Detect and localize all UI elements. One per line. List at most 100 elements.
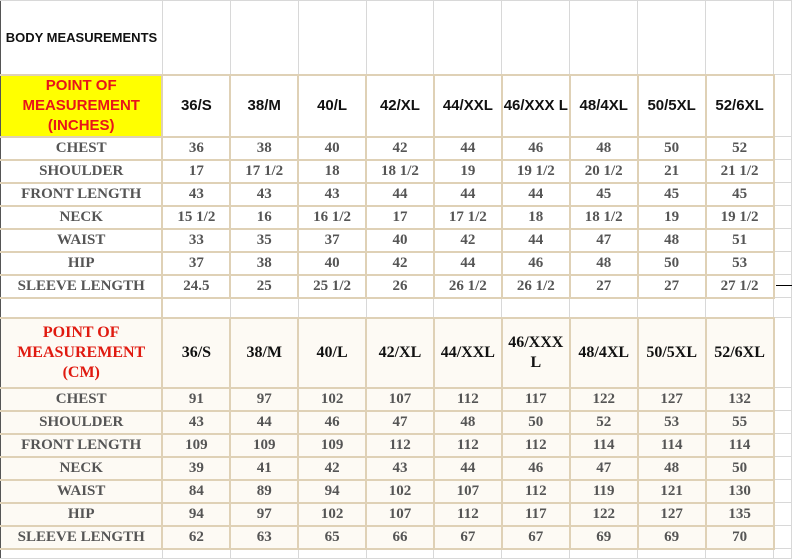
measurement-value[interactable]: 25 1/2	[297, 273, 368, 299]
empty-cell[interactable]	[365, 297, 435, 318]
measurement-value[interactable]: 102	[297, 501, 368, 527]
empty-cell[interactable]	[773, 251, 792, 275]
measurement-value[interactable]: 132	[704, 386, 775, 412]
empty-cell[interactable]	[773, 74, 792, 137]
measurement-value[interactable]: 102	[297, 386, 368, 412]
empty-cell[interactable]	[297, 0, 367, 75]
measurement-value[interactable]: 112	[432, 432, 503, 458]
measurement-label[interactable]: SLEEVE LENGTH	[0, 273, 164, 299]
measurement-value[interactable]: 26 1/2	[432, 273, 503, 299]
empty-cell[interactable]	[705, 548, 775, 559]
measurement-value[interactable]: 112	[432, 501, 503, 527]
measurement-value[interactable]: 18	[500, 204, 571, 230]
empty-cell[interactable]	[433, 297, 503, 318]
empty-cell[interactable]	[773, 297, 792, 318]
empty-cell[interactable]	[365, 548, 435, 559]
measurement-value[interactable]: 53	[704, 250, 775, 276]
empty-cell[interactable]	[229, 297, 299, 318]
empty-cell[interactable]	[161, 297, 231, 318]
measurement-label[interactable]: SHOULDER	[0, 158, 164, 184]
empty-cell[interactable]	[229, 548, 299, 559]
measurement-value[interactable]: 39	[161, 455, 232, 481]
size-header-484xl[interactable]: 48/4XL	[568, 316, 639, 389]
measurement-value[interactable]: 40	[297, 135, 368, 161]
measurement-value[interactable]: 37	[297, 227, 368, 253]
empty-cell[interactable]	[637, 548, 707, 559]
empty-cell[interactable]	[161, 548, 231, 559]
measurement-label[interactable]: WAIST	[0, 478, 164, 504]
measurement-value[interactable]: 48	[568, 135, 639, 161]
measurement-value[interactable]: 50	[636, 250, 707, 276]
measurement-value[interactable]: 19 1/2	[704, 204, 775, 230]
size-header-484xl[interactable]: 48/4XL	[568, 73, 639, 138]
empty-cell[interactable]	[773, 456, 792, 480]
measurement-value[interactable]: 122	[568, 386, 639, 412]
empty-cell[interactable]	[433, 548, 503, 559]
measurement-value[interactable]: 44	[500, 227, 571, 253]
empty-cell[interactable]	[637, 297, 707, 318]
measurement-value[interactable]: 89	[229, 478, 300, 504]
measurement-value[interactable]: 135	[704, 501, 775, 527]
measurement-value[interactable]: 107	[365, 386, 435, 412]
measurement-value[interactable]: 112	[500, 478, 571, 504]
measurement-value[interactable]: 41	[229, 455, 300, 481]
measurement-value[interactable]: 53	[636, 409, 707, 435]
measurement-value[interactable]: 47	[568, 227, 639, 253]
measurement-value[interactable]: 18 1/2	[365, 158, 435, 184]
size-header-42xl[interactable]: 42/XL	[365, 73, 435, 138]
measurement-value[interactable]: 17 1/2	[229, 158, 300, 184]
measurement-value[interactable]: 70	[704, 524, 775, 550]
measurement-value[interactable]: 27	[568, 273, 639, 299]
measurement-value[interactable]: 20 1/2	[568, 158, 639, 184]
measurement-value[interactable]: 69	[636, 524, 707, 550]
empty-cell[interactable]	[773, 159, 792, 183]
measurement-value[interactable]: 47	[365, 409, 435, 435]
measurement-label[interactable]: HIP	[0, 501, 164, 527]
measurement-value[interactable]: 97	[229, 386, 300, 412]
empty-cell[interactable]	[501, 0, 571, 75]
measurement-value[interactable]: 55	[704, 409, 775, 435]
size-header-38m[interactable]: 38/M	[229, 316, 300, 389]
measurement-value[interactable]: 44	[432, 135, 503, 161]
measurement-value[interactable]: 27	[636, 273, 707, 299]
empty-cell[interactable]	[365, 0, 435, 75]
measurement-value[interactable]: 38	[229, 135, 300, 161]
measurement-value[interactable]: 44	[432, 181, 503, 207]
measurement-value[interactable]: 42	[365, 250, 435, 276]
measurement-value[interactable]: 45	[704, 181, 775, 207]
size-header-36s[interactable]: 36/S	[161, 73, 232, 138]
measurement-value[interactable]: 119	[568, 478, 639, 504]
measurement-value[interactable]: 42	[432, 227, 503, 253]
empty-cell[interactable]	[501, 548, 571, 559]
empty-cell[interactable]	[637, 0, 707, 75]
measurement-value[interactable]: 18	[297, 158, 368, 184]
measurement-value[interactable]: 112	[365, 432, 435, 458]
measurement-value[interactable]: 33	[161, 227, 232, 253]
measurement-value[interactable]: 117	[500, 501, 571, 527]
measurement-value[interactable]: 114	[568, 432, 639, 458]
measurement-value[interactable]: 43	[365, 455, 435, 481]
size-header-42xl[interactable]: 42/XL	[365, 316, 435, 389]
empty-cell[interactable]	[161, 0, 231, 75]
measurement-value[interactable]: 48	[432, 409, 503, 435]
empty-cell[interactable]	[229, 0, 299, 75]
measurement-value[interactable]: 44	[432, 455, 503, 481]
measurement-value[interactable]: 67	[500, 524, 571, 550]
measurement-value[interactable]: 42	[297, 455, 368, 481]
size-header-40l[interactable]: 40/L	[297, 316, 368, 389]
measurement-value[interactable]: 114	[704, 432, 775, 458]
measurement-value[interactable]: 45	[568, 181, 639, 207]
measurement-value[interactable]: 26 1/2	[500, 273, 571, 299]
measurement-value[interactable]: 27 1/2	[704, 273, 775, 299]
measurement-label[interactable]: NECK	[0, 455, 164, 481]
measurement-value[interactable]: 97	[229, 501, 300, 527]
measurement-value[interactable]: 46	[500, 135, 571, 161]
empty-cell[interactable]	[705, 0, 775, 75]
inches-point-of-measurement-header[interactable]: POINT OF MEASUREMENT (INCHES)	[0, 73, 164, 138]
measurement-label[interactable]: FRONT LENGTH	[0, 181, 164, 207]
measurement-label[interactable]: FRONT LENGTH	[0, 432, 164, 458]
measurement-value[interactable]: 121	[636, 478, 707, 504]
size-header-505xl[interactable]: 50/5XL	[636, 316, 707, 389]
measurement-value[interactable]: 24.5	[161, 273, 232, 299]
measurement-value[interactable]: 46	[297, 409, 368, 435]
